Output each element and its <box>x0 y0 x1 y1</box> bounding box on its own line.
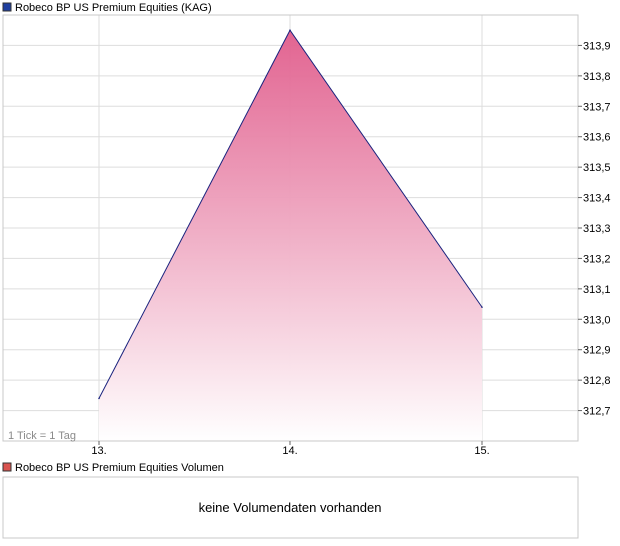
x-tick-label: 14. <box>282 445 297 457</box>
y-axis-ticks: 312,7 312,8 312,9 313,0 313,1 313,2 313,3 313,4… <box>578 40 611 418</box>
volume-empty-message: keine Volumendaten vorhanden <box>199 500 382 515</box>
y-tick-label: 312,8 <box>583 375 611 387</box>
y-tick-label: 313,9 <box>583 40 611 52</box>
price-area-fill <box>99 30 482 441</box>
y-tick-label: 313,1 <box>583 284 611 296</box>
data-point <box>481 306 483 308</box>
volume-legend-label: Robeco BP US Premium Equities Volumen <box>15 462 224 474</box>
y-tick-label: 313,7 <box>583 101 611 113</box>
x-axis-ticks: 13. 14. 15. <box>91 441 490 457</box>
y-tick-label: 313,3 <box>583 223 611 235</box>
volume-plot-frame <box>2 476 579 539</box>
volume-legend-swatch <box>2 462 12 472</box>
y-tick-label: 313,0 <box>583 314 611 326</box>
price-plot-area <box>2 14 579 442</box>
price-legend-label: Robeco BP US Premium Equities (KAG) <box>15 2 212 14</box>
y-tick-label: 312,7 <box>583 406 611 418</box>
tick-note: 1 Tick = 1 Tag <box>8 430 76 442</box>
data-point <box>289 29 291 32</box>
price-legend-swatch <box>2 2 12 12</box>
y-tick-label: 313,5 <box>583 162 611 174</box>
y-tick-label: 312,9 <box>583 345 611 357</box>
data-point <box>98 397 100 400</box>
y-tick-label: 313,2 <box>583 253 611 265</box>
x-tick-label: 15. <box>474 445 489 457</box>
y-tick-label: 313,4 <box>583 193 611 205</box>
y-tick-label: 313,8 <box>583 71 611 83</box>
y-tick-label: 313,6 <box>583 132 611 144</box>
x-tick-label: 13. <box>91 445 106 457</box>
